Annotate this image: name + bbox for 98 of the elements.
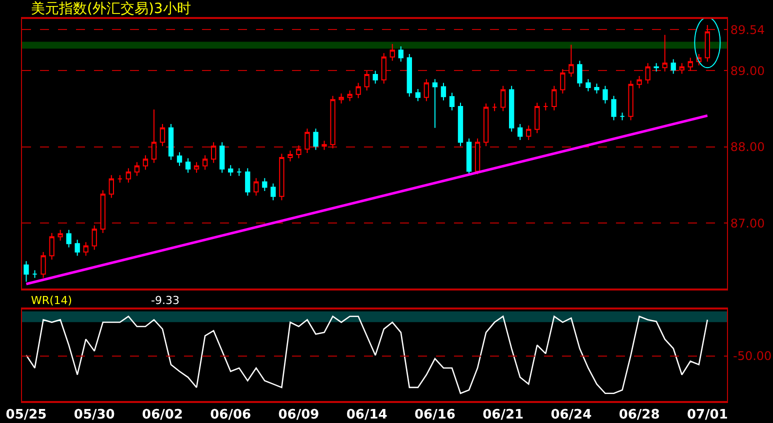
x-tick-label: 06/09 [278, 408, 320, 423]
candlestick [296, 144, 302, 159]
candlestick [645, 62, 650, 84]
candlestick [398, 46, 404, 62]
candlestick [432, 78, 438, 128]
candlestick [347, 90, 352, 102]
candlestick [185, 158, 191, 174]
candlestick [424, 78, 430, 102]
candlestick [202, 154, 208, 170]
candlestick [466, 138, 472, 175]
candlestick [620, 112, 625, 121]
candlestick [338, 93, 344, 104]
candlestick [594, 83, 600, 94]
candlestick [381, 52, 386, 84]
x-tick-label: 05/25 [6, 408, 47, 423]
candlestick [518, 124, 523, 141]
candlestick [509, 85, 514, 132]
candlestick [160, 124, 166, 147]
candlestick [262, 178, 268, 192]
x-tick-label: 06/21 [482, 408, 524, 423]
candlestick [526, 125, 532, 141]
x-tick-label: 06/06 [210, 408, 252, 423]
candlestick [636, 76, 642, 89]
y-tick-label: 88.00 [730, 140, 765, 154]
candlestick [534, 102, 540, 134]
x-tick-label: 06/02 [142, 408, 183, 423]
chart-title: 美元指数(外汇交易)3小时 [31, 1, 191, 17]
candlestick [440, 82, 446, 101]
candlestick [83, 242, 88, 256]
candlestick [586, 78, 591, 92]
candlestick [406, 53, 412, 98]
candlestick [142, 154, 148, 170]
candlestick [449, 92, 455, 111]
candlestick [313, 128, 318, 150]
candlestick [228, 164, 234, 176]
candlestick [245, 168, 250, 196]
candlestick [270, 182, 276, 201]
candlestick [254, 178, 259, 196]
candlestick [168, 124, 174, 160]
candlestick [304, 128, 310, 154]
candlestick [210, 142, 216, 164]
candlestick [602, 85, 608, 104]
candlestick [364, 70, 370, 92]
candlestick [220, 142, 225, 174]
candlestick [74, 239, 80, 256]
candlestick [628, 80, 634, 121]
candlestick [92, 224, 97, 250]
candlestick [126, 168, 132, 184]
candlestick [390, 44, 395, 62]
candlestick [415, 88, 421, 102]
candlestick [32, 270, 38, 278]
x-tick-label: 07/01 [686, 408, 728, 423]
candlestick [372, 70, 378, 84]
candlestick [560, 68, 566, 94]
candlestick [543, 102, 548, 111]
text: -50.00 [733, 349, 772, 363]
candlestick [688, 57, 693, 72]
candlestick [483, 102, 489, 147]
candlestick [108, 174, 114, 198]
text: -9.33 [151, 294, 180, 307]
x-tick-label: 06/16 [414, 408, 456, 423]
candlestick [611, 95, 616, 121]
candlestick [568, 44, 574, 78]
candlestick [66, 229, 72, 248]
candlestick [134, 162, 140, 176]
candlestick [117, 174, 122, 184]
x-tick-label: 06/24 [550, 408, 592, 423]
x-tick-label: 05/30 [74, 408, 115, 423]
candlestick [704, 24, 710, 62]
candlestick [322, 140, 327, 150]
y-tick-label: 87.00 [730, 216, 765, 230]
candlestick [151, 109, 157, 164]
candlestick [100, 190, 106, 234]
candlestick [288, 150, 293, 162]
candlestick [500, 85, 506, 112]
candlestick [552, 85, 557, 111]
candlestick [40, 251, 46, 278]
candlestick [670, 58, 676, 74]
candlestick [662, 34, 668, 72]
candlestick [236, 168, 242, 176]
candlestick [492, 102, 498, 112]
candlestick [49, 232, 54, 260]
candlestick [577, 60, 582, 88]
candlestick [24, 260, 29, 282]
candlestick [654, 62, 659, 72]
candlestick [176, 152, 182, 166]
x-tick-label: 06/28 [618, 408, 660, 423]
candlestick [356, 82, 361, 99]
candlestick [679, 62, 684, 74]
y-tick-label: 89.00 [730, 64, 765, 78]
candlestick [194, 162, 200, 174]
candlestick [458, 102, 464, 147]
x-tick-label: 06/14 [346, 408, 388, 423]
candlestick [58, 229, 63, 242]
chart-title: WR(14) [31, 294, 72, 307]
y-tick-label: 89.54 [730, 22, 765, 37]
candlestick [330, 95, 336, 149]
candlestick [279, 153, 284, 201]
